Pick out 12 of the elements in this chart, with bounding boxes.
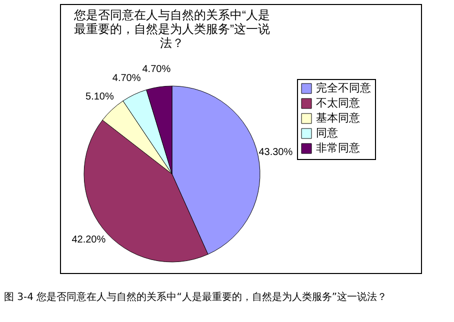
legend-label: 基本同意 bbox=[316, 112, 360, 124]
legend-label: 非常同意 bbox=[316, 142, 360, 154]
data-label: 5.10% bbox=[86, 92, 114, 102]
caption: 图 3-4 您是否同意在人与自然的关系中“人是最重要的，自然是为人类服务”这一说法？ bbox=[4, 290, 388, 304]
legend-label: 完全不同意 bbox=[316, 82, 371, 94]
data-label: 4.70% bbox=[112, 73, 141, 84]
chart-title: 您是否同意在人与自然的关系中“人是最重要的，自然是为人类服务”这一说法？ bbox=[73, 8, 270, 50]
data-label: 4.70% bbox=[142, 64, 171, 76]
data-label: 43.30% bbox=[258, 146, 293, 158]
legend-label: 不太同意 bbox=[316, 96, 360, 110]
data-label: 42.20% bbox=[72, 234, 106, 246]
legend-label: 同意 bbox=[316, 126, 338, 140]
